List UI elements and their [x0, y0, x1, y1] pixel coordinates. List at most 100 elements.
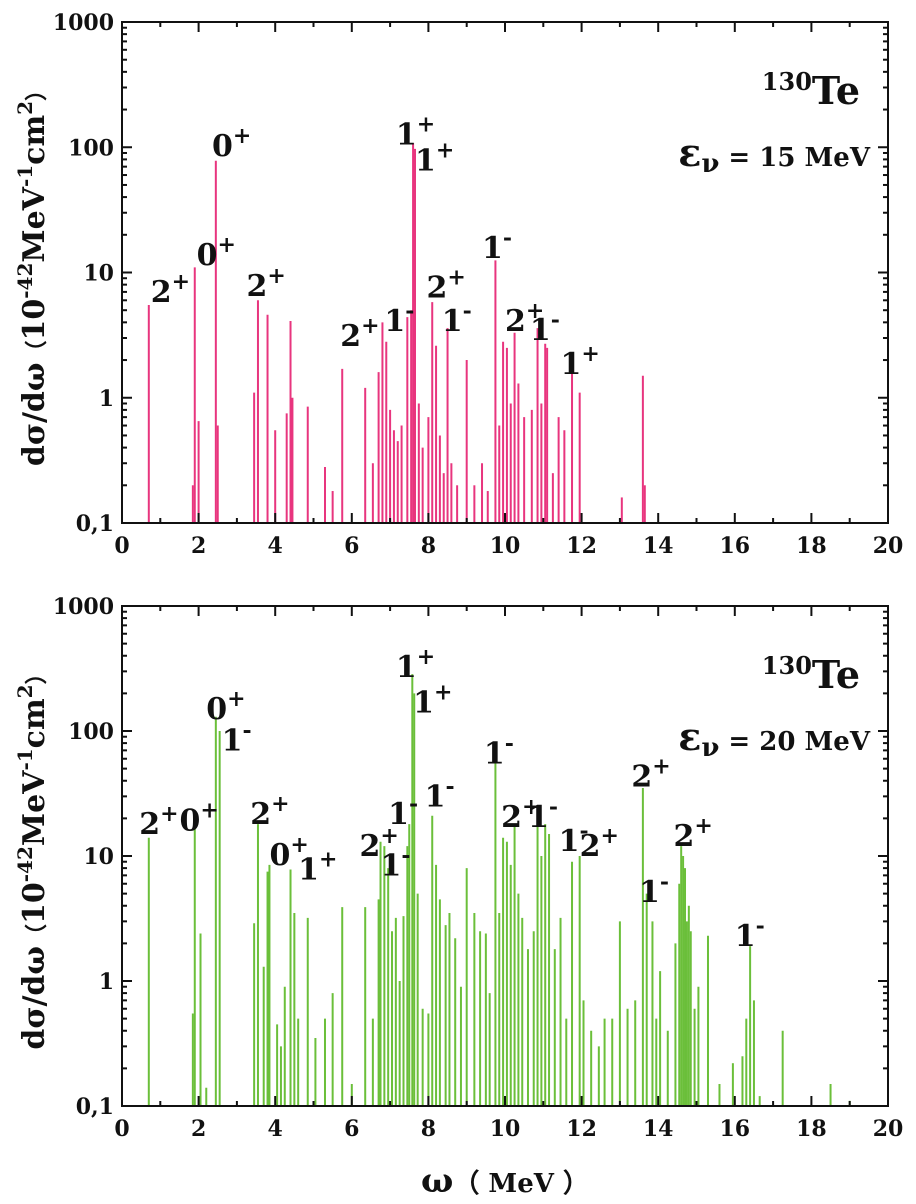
state-label: 0+ — [206, 686, 245, 727]
ylabel-main: dσ/dω — [17, 363, 52, 467]
nucleus-symbol: Te — [812, 652, 860, 697]
x-tick-label: 18 — [796, 533, 827, 559]
state-label: 2+ — [250, 791, 289, 832]
state-label: 1+ — [413, 680, 452, 721]
x-tick-label: 12 — [566, 533, 597, 559]
ylabel-ten: 10 — [17, 882, 52, 924]
ylabel-close: ） — [24, 662, 50, 684]
y-tick-label: 0,1 — [76, 511, 114, 537]
y-tick-label: 0,1 — [76, 1094, 114, 1120]
axis-ticks: 0 2 4 6 8 10 12 14 16 18 20 0,1 1 10 100 1000 — [53, 594, 904, 1142]
ylabel-exp1: -42 — [13, 263, 37, 299]
ylabel-main: dσ/dω — [17, 946, 52, 1050]
state-label: 1- — [559, 818, 589, 859]
strength-lines — [147, 674, 851, 1106]
x-tick-label: 2 — [191, 533, 206, 559]
state-label: 0+ — [212, 123, 251, 164]
ylabel-open: （ — [24, 341, 50, 363]
state-label: 1+ — [415, 138, 454, 179]
ylabel-exp3: 2 — [13, 684, 37, 698]
state-label: 1+ — [396, 112, 435, 153]
state-label: 1- — [528, 794, 558, 835]
nucleus-symbol: Te — [812, 68, 860, 113]
state-label: 1- — [388, 791, 418, 832]
nucleus-mass: 130 — [762, 67, 812, 96]
epsilon-symbol: ε — [678, 130, 701, 175]
ylabel-cm: cm — [17, 115, 52, 165]
axis-ticks: 0 2 4 6 8 10 12 14 16 18 20 0,1 1 10 100 1000 — [53, 10, 904, 559]
x-tick-label: 2 — [191, 1116, 206, 1142]
ylabel-close: ） — [24, 79, 50, 101]
nucleus-label: 130Te — [762, 67, 860, 113]
state-label: 0+ — [179, 797, 218, 838]
xlabel-main: ω — [421, 1161, 453, 1201]
state-label: 1- — [482, 225, 512, 266]
x-tick-label: 4 — [268, 533, 283, 559]
state-label: 1- — [222, 717, 252, 758]
x-tick-label: 10 — [490, 1116, 521, 1142]
state-label: 2+ — [580, 823, 619, 864]
state-label: 2+ — [151, 269, 190, 310]
epsilon-symbol: ε — [678, 714, 701, 759]
y-axis-label: dσ/dω（10-42MeV-1cm2） — [13, 662, 52, 1049]
state-label: 1- — [530, 307, 560, 348]
state-label: 1+ — [396, 644, 435, 685]
nucleus-mass: 130 — [762, 651, 812, 680]
x-tick-label: 14 — [643, 1116, 674, 1142]
y-axis-label: dσ/dω（10-42MeV-1cm2） — [13, 79, 52, 466]
x-tick-label: 20 — [873, 533, 904, 559]
state-label: 1- — [381, 842, 411, 883]
y-tick-label: 100 — [68, 135, 114, 161]
state-label: 1- — [484, 730, 514, 771]
state-label: 2+ — [139, 801, 178, 842]
xlabel-unit: （ MeV ） — [453, 1169, 589, 1199]
neutrino-energy-label: εν = 20 MeV — [678, 714, 871, 763]
state-label: 2+ — [501, 794, 540, 835]
nu-subscript: ν — [701, 733, 719, 763]
nu-subscript: ν — [701, 149, 719, 179]
state-label: 2+ — [426, 265, 465, 306]
x-axis-label: ω（ MeV ） — [421, 1161, 589, 1201]
y-tick-label: 1000 — [53, 10, 114, 36]
energy-value: = 20 MeV — [719, 727, 870, 757]
state-label: 2+ — [246, 263, 285, 304]
ylabel-mev: MeV — [17, 186, 52, 262]
y-tick-label: 100 — [68, 719, 114, 745]
state-label: 2+ — [674, 813, 713, 854]
state-label: 1- — [384, 298, 414, 339]
ylabel-open: （ — [24, 924, 50, 946]
state-label: 0+ — [269, 832, 308, 873]
state-label: 2+ — [340, 313, 379, 354]
x-tick-label: 14 — [643, 533, 674, 559]
state-label: 0+ — [197, 232, 236, 273]
state-labels: 2+0+0+2+1+1+2+ 1-2+1-1-2+1-1+ — [151, 112, 600, 382]
ylabel-mev: MeV — [17, 770, 52, 846]
x-tick-label: 0 — [114, 1116, 129, 1142]
state-label: 1+ — [298, 846, 337, 887]
ylabel-exp2: -1 — [13, 165, 37, 187]
state-label: 2+ — [359, 823, 398, 864]
x-tick-label: 4 — [268, 1116, 283, 1142]
y-tick-label: 10 — [83, 261, 114, 287]
neutrino-energy-label: εν = 15 MeV — [678, 130, 871, 179]
x-tick-label: 0 — [114, 533, 129, 559]
y-tick-label: 1 — [99, 386, 114, 412]
y-tick-label: 1 — [99, 969, 114, 995]
x-tick-label: 16 — [719, 1116, 750, 1142]
state-label: 1- — [735, 913, 765, 954]
x-tick-label: 6 — [344, 1116, 359, 1142]
y-tick-label: 10 — [83, 844, 114, 870]
x-tick-label: 8 — [421, 533, 436, 559]
state-label: 1+ — [561, 341, 600, 382]
state-labels: 2+ 0+0+1-2+0+1+1+1+1-2+1-1-1-2+1-1-2+2+1-… — [139, 644, 765, 954]
ylabel-ten: 10 — [17, 299, 52, 341]
plot-frame — [121, 21, 889, 524]
energy-value: = 15 MeV — [719, 143, 870, 173]
x-tick-label: 6 — [344, 533, 359, 559]
strength-lines — [147, 143, 646, 523]
x-tick-label: 18 — [796, 1116, 827, 1142]
state-label: 2+ — [505, 298, 544, 339]
